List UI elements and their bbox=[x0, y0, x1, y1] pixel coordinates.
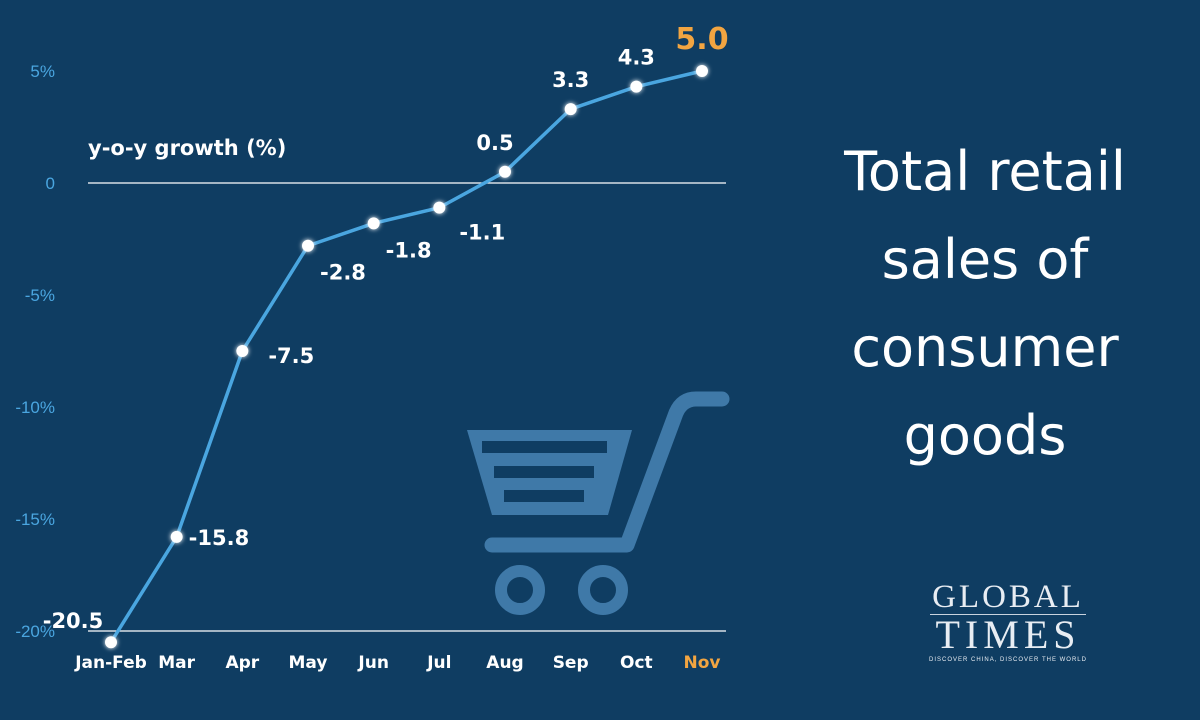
data-points bbox=[105, 65, 708, 649]
data-label: -1.8 bbox=[386, 238, 432, 262]
data-point bbox=[564, 103, 577, 116]
x-tick-label: Jan-Feb bbox=[74, 653, 147, 673]
data-label: -7.5 bbox=[268, 344, 314, 368]
logo-line-1: GLOBAL bbox=[932, 579, 1084, 615]
data-point bbox=[367, 217, 380, 230]
x-tick-label: Aug bbox=[486, 653, 523, 673]
y-axis-label: y-o-y growth (%) bbox=[88, 136, 286, 160]
y-tick-label: -10% bbox=[15, 398, 55, 417]
line-chart: 5% 0 -5% -10% -15% -20% Jan-Feb Mar Apr May Jun Ju… bbox=[15, 22, 730, 673]
data-labels: -20.5 -15.8 -7.5 -2.8 -1.8 -1.1 0.5 3.3 4.3 5.0 bbox=[43, 22, 729, 633]
data-point bbox=[630, 80, 643, 93]
y-tick-label: 5% bbox=[30, 62, 55, 81]
chart-title: Total retail sales of consumer goods bbox=[790, 128, 1180, 480]
title-line: consumer bbox=[851, 316, 1119, 379]
x-tick-label: Apr bbox=[225, 653, 259, 673]
x-tick-label: Jul bbox=[426, 653, 451, 673]
global-times-logo: GLOBAL TIMES DISCOVER CHINA, DISCOVER TH… bbox=[918, 580, 1098, 663]
y-tick-label: -15% bbox=[15, 510, 55, 529]
y-tick-label: 0 bbox=[46, 174, 55, 193]
data-point bbox=[433, 201, 446, 214]
data-label: 5.0 bbox=[675, 22, 728, 57]
y-tick-label: -20% bbox=[15, 622, 55, 641]
x-tick-label: May bbox=[289, 653, 328, 673]
data-label: 4.3 bbox=[618, 46, 655, 70]
data-label: -20.5 bbox=[43, 609, 104, 633]
data-label: 3.3 bbox=[552, 68, 589, 92]
title-line: goods bbox=[903, 404, 1067, 467]
y-tick-label: -5% bbox=[25, 286, 55, 305]
title-line: sales of bbox=[881, 228, 1089, 291]
x-tick-label: Mar bbox=[158, 653, 195, 673]
x-tick-label: Jun bbox=[357, 653, 389, 673]
y-axis-ticks: 5% 0 -5% -10% -15% -20% bbox=[15, 62, 55, 641]
x-axis-ticks: Jan-Feb Mar Apr May Jun Jul Aug Sep Oct Nov bbox=[74, 653, 720, 673]
shopping-cart-icon bbox=[467, 391, 730, 615]
data-point bbox=[696, 65, 708, 77]
x-tick-label: Nov bbox=[684, 653, 721, 673]
data-label: -1.1 bbox=[459, 221, 505, 245]
data-label: 0.5 bbox=[476, 131, 513, 155]
title-line: Total retail bbox=[844, 140, 1126, 203]
data-label: -2.8 bbox=[320, 261, 366, 285]
series-line bbox=[109, 69, 703, 644]
logo-tagline: DISCOVER CHINA, DISCOVER THE WORLD bbox=[929, 657, 1087, 663]
x-tick-label: Oct bbox=[620, 653, 653, 673]
data-point bbox=[302, 239, 314, 252]
data-point bbox=[236, 345, 249, 357]
x-tick-label: Sep bbox=[553, 653, 589, 673]
data-point bbox=[105, 636, 117, 649]
logo-line-2: TIMES bbox=[930, 614, 1086, 655]
data-point bbox=[499, 165, 511, 178]
data-label: -15.8 bbox=[189, 526, 250, 550]
data-point bbox=[170, 530, 183, 543]
